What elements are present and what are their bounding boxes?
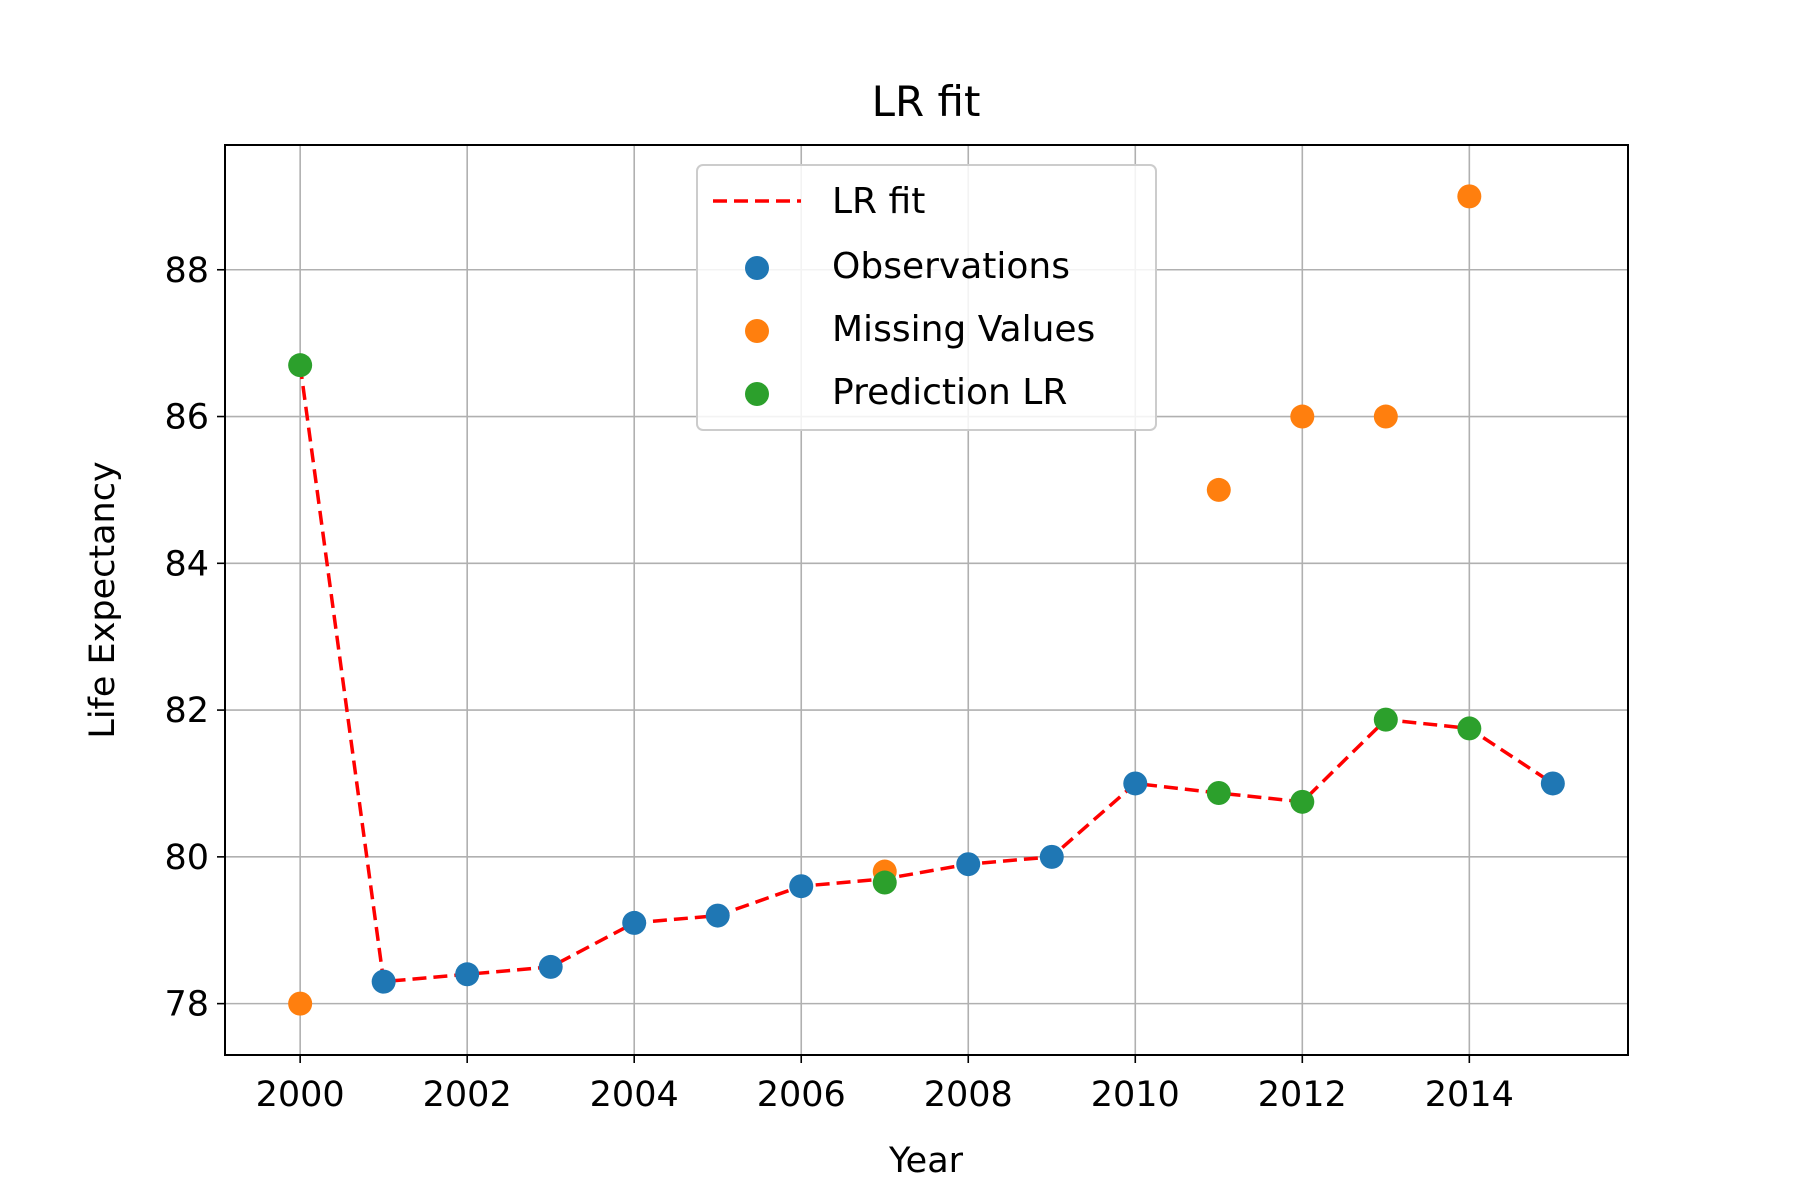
missing-values-point bbox=[288, 991, 313, 1016]
missing-values-point bbox=[1206, 477, 1231, 502]
prediction-lr-point bbox=[1457, 716, 1482, 741]
legend-marker-missing-values bbox=[745, 319, 769, 343]
chart-title: LR fit bbox=[872, 77, 981, 126]
x-axis-title: Year bbox=[888, 1141, 964, 1181]
y-tick-label: 80 bbox=[164, 838, 209, 878]
legend-label-prediction-lr: Prediction LR bbox=[832, 372, 1067, 413]
x-tick-label: 2002 bbox=[423, 1075, 512, 1115]
y-axis-title: Life Expectancy bbox=[83, 461, 123, 738]
line-layer bbox=[298, 364, 1554, 984]
prediction-lr-point bbox=[872, 870, 897, 895]
tick-layer: 2000 2002 2004 2006 2008 2010 2012 2014 78 80 82 84… bbox=[164, 251, 1513, 1115]
observations-point bbox=[956, 852, 981, 877]
point-layer bbox=[288, 184, 1565, 1016]
observations-point bbox=[538, 954, 563, 979]
y-tick-label: 86 bbox=[164, 398, 209, 438]
missing-values-point bbox=[1290, 404, 1315, 429]
legend-label-observations: Observations bbox=[832, 246, 1070, 287]
lr-fit-line bbox=[298, 364, 1554, 984]
x-tick-label: 2006 bbox=[757, 1075, 846, 1115]
observations-point bbox=[371, 969, 396, 994]
x-tick-label: 2010 bbox=[1091, 1075, 1180, 1115]
y-tick-label: 88 bbox=[164, 251, 209, 291]
y-tick-label: 82 bbox=[164, 691, 209, 731]
prediction-lr-point bbox=[1373, 707, 1398, 732]
observations-point bbox=[622, 910, 647, 935]
legend-label-missing-values: Missing Values bbox=[832, 309, 1095, 350]
observations-point bbox=[1540, 771, 1565, 796]
observations-point bbox=[705, 903, 730, 928]
legend-marker-observations bbox=[745, 256, 769, 280]
observations-point bbox=[455, 962, 480, 987]
missing-values-point bbox=[1373, 404, 1398, 429]
x-tick-label: 2014 bbox=[1425, 1075, 1514, 1115]
legend-box bbox=[696, 164, 1157, 431]
legend-marker-prediction-lr bbox=[745, 382, 769, 406]
x-tick-label: 2008 bbox=[924, 1075, 1013, 1115]
observations-point bbox=[789, 874, 814, 899]
prediction-lr-point bbox=[1290, 789, 1315, 814]
legend: LR fit Observations Missing Values Predi… bbox=[696, 164, 1157, 431]
y-tick-label: 78 bbox=[164, 985, 209, 1025]
y-tick-label: 84 bbox=[164, 544, 209, 584]
plot-frame bbox=[224, 144, 1629, 1056]
legend-label-lr-fit: LR fit bbox=[832, 181, 925, 222]
observations-point bbox=[1039, 844, 1064, 869]
observations-point bbox=[1123, 771, 1148, 796]
prediction-lr-point bbox=[1206, 781, 1231, 806]
x-tick-label: 2012 bbox=[1258, 1075, 1347, 1115]
prediction-lr-point bbox=[288, 353, 313, 378]
x-tick-label: 2004 bbox=[590, 1075, 679, 1115]
missing-values-point bbox=[1457, 184, 1482, 209]
x-tick-label: 2000 bbox=[256, 1075, 345, 1115]
